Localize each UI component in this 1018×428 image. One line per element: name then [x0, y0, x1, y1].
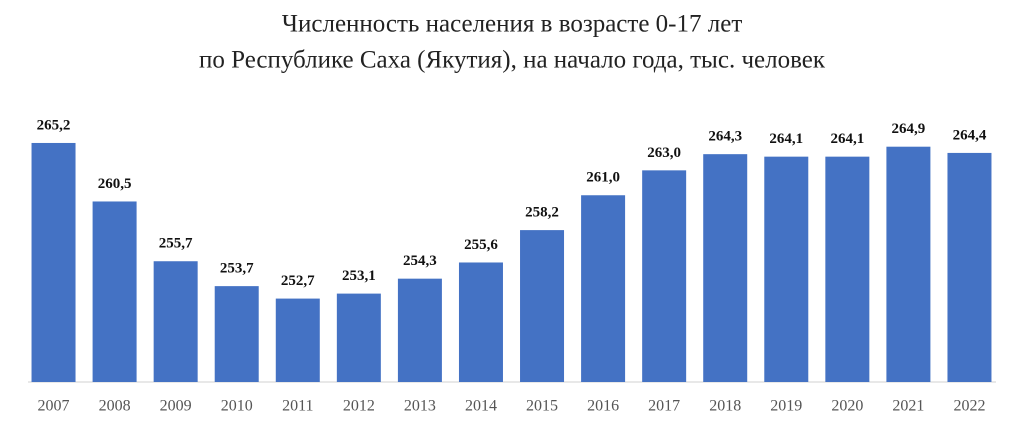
- value-label: 258,2: [525, 205, 559, 221]
- value-label: 264,4: [953, 127, 987, 143]
- bar: [764, 156, 809, 382]
- x-tick-label: 2008: [99, 398, 131, 415]
- value-label: 261,0: [586, 170, 620, 186]
- x-tick-label: 2012: [343, 398, 375, 415]
- x-tick-label: 2009: [160, 398, 192, 415]
- bar: [520, 230, 565, 382]
- bar: [214, 286, 259, 382]
- bar: [458, 262, 503, 382]
- x-tick-label: 2010: [221, 398, 253, 415]
- x-tick-label: 2015: [526, 398, 558, 415]
- bar: [642, 170, 687, 382]
- value-label: 264,1: [769, 131, 803, 147]
- value-label: 252,7: [281, 273, 315, 289]
- bar: [703, 154, 748, 382]
- x-tick-label: 2019: [770, 398, 802, 415]
- value-label: 254,3: [403, 253, 437, 269]
- bar: [31, 142, 76, 382]
- bar: [275, 298, 320, 382]
- x-tick-label: 2013: [404, 398, 436, 415]
- value-label: 263,0: [647, 145, 681, 161]
- x-tick-label: 2018: [709, 398, 741, 415]
- value-label: 264,1: [830, 131, 864, 147]
- bar: [397, 278, 442, 382]
- value-label: 255,7: [159, 236, 193, 252]
- chart-title: по Республике Саха (Якутия), на начало г…: [199, 47, 826, 74]
- value-label: 255,6: [464, 237, 498, 253]
- value-label: 260,5: [98, 176, 132, 192]
- x-tick-label: 2021: [892, 398, 924, 415]
- bar: [825, 156, 870, 382]
- value-label: 264,9: [892, 121, 926, 137]
- x-tick-label: 2016: [587, 398, 619, 415]
- bar: [92, 201, 137, 382]
- x-tick-label: 2022: [953, 398, 985, 415]
- x-tick-label: 2017: [648, 398, 680, 415]
- x-tick-label: 2011: [282, 398, 313, 415]
- x-tick-label: 2014: [465, 398, 497, 415]
- value-label: 253,7: [220, 261, 254, 277]
- bar: [886, 146, 931, 382]
- value-label: 253,1: [342, 268, 376, 284]
- chart-title: Численность населения в возрасте 0-17 ле…: [282, 11, 743, 38]
- bar: [336, 293, 381, 382]
- x-tick-label: 2007: [38, 398, 70, 415]
- bar: [581, 195, 626, 382]
- bar: [947, 152, 992, 382]
- value-label: 265,2: [37, 117, 71, 133]
- x-tick-label: 2020: [831, 398, 863, 415]
- value-label: 264,3: [708, 129, 742, 145]
- bar: [153, 261, 198, 382]
